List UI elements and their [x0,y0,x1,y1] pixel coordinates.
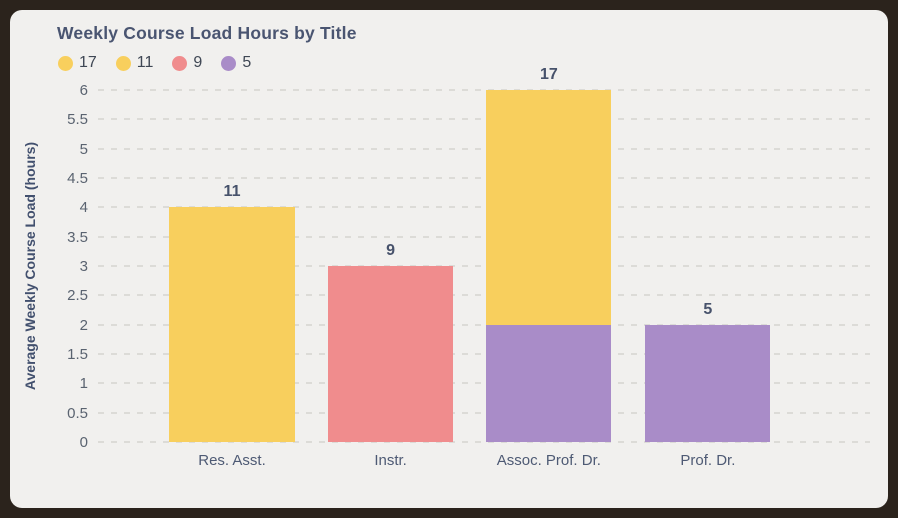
x-tick-label: Assoc. Prof. Dr. [496,452,601,469]
bar-segment[interactable] [486,90,612,325]
legend-item[interactable]: 9 [172,54,202,72]
legend-dot-icon [172,55,188,71]
chart-title: Weekly Course Load Hours by Title [57,23,357,43]
y-tick-label: 5.5 [67,111,88,129]
chart-legend: 17 11 9 5 [58,54,251,72]
y-axis-title: Average Weekly Course Load (hours) [22,141,38,391]
legend-dot-icon [58,55,73,71]
bar-value-label: 11 [223,183,241,201]
legend-label: 17 [79,54,97,71]
legend-dot-icon [115,55,131,71]
bar-value-label: 9 [386,242,396,259]
y-tick-label: 0 [79,434,88,451]
y-tick-label: 4 [79,199,88,217]
gridline [98,118,870,121]
bar-segment[interactable] [328,266,454,442]
gridline [98,441,870,443]
y-tick-label: 2 [79,316,88,334]
gridline [98,353,870,355]
gridline [98,294,870,297]
bar-segment[interactable] [169,207,295,442]
plot-area: 0 0.5 1 1.5 2 2.5 3 3.5 4 4.5 5 5.5 6 11 Res. Asst. 9 In… [67,66,870,469]
gridline [98,147,870,150]
x-tick-label: Res. Asst. [198,452,266,469]
bar-value-label: 17 [539,66,558,83]
gridline [98,89,870,91]
legend-item[interactable]: 17 [58,54,97,72]
x-tick-label: Prof. Dr. [680,452,736,469]
gridline [98,265,870,267]
y-tick-label: 4.5 [67,170,88,187]
bar-segment[interactable] [486,324,612,442]
x-tick-label: Instr. [374,452,407,469]
y-tick-label: 2.5 [67,287,88,305]
gridline [98,235,870,238]
y-tick-label: 3 [79,258,88,275]
bar-value-label: 5 [703,300,713,318]
y-tick-label: 0.5 [67,404,88,422]
y-tick-label: 3.5 [67,228,88,246]
gridline [98,206,870,209]
legend-item[interactable]: 5 [221,54,251,72]
gridline [98,323,870,326]
legend-item[interactable]: 11 [115,54,154,72]
gridline [98,177,870,179]
legend-dot-icon [221,55,237,71]
y-tick-label: 1 [79,375,88,393]
legend-label: 11 [136,54,154,71]
y-tick-label: 5 [79,140,88,158]
y-tick-label: 6 [79,82,88,99]
legend-label: 5 [242,54,252,71]
chart-card: Weekly Course Load Hours by Title 17 11 9 5… [10,10,888,508]
gridline [98,382,870,385]
bar-segment[interactable] [645,324,771,442]
y-tick-label: 1.5 [67,346,88,363]
legend-label: 9 [193,54,203,71]
gridline [98,411,870,414]
